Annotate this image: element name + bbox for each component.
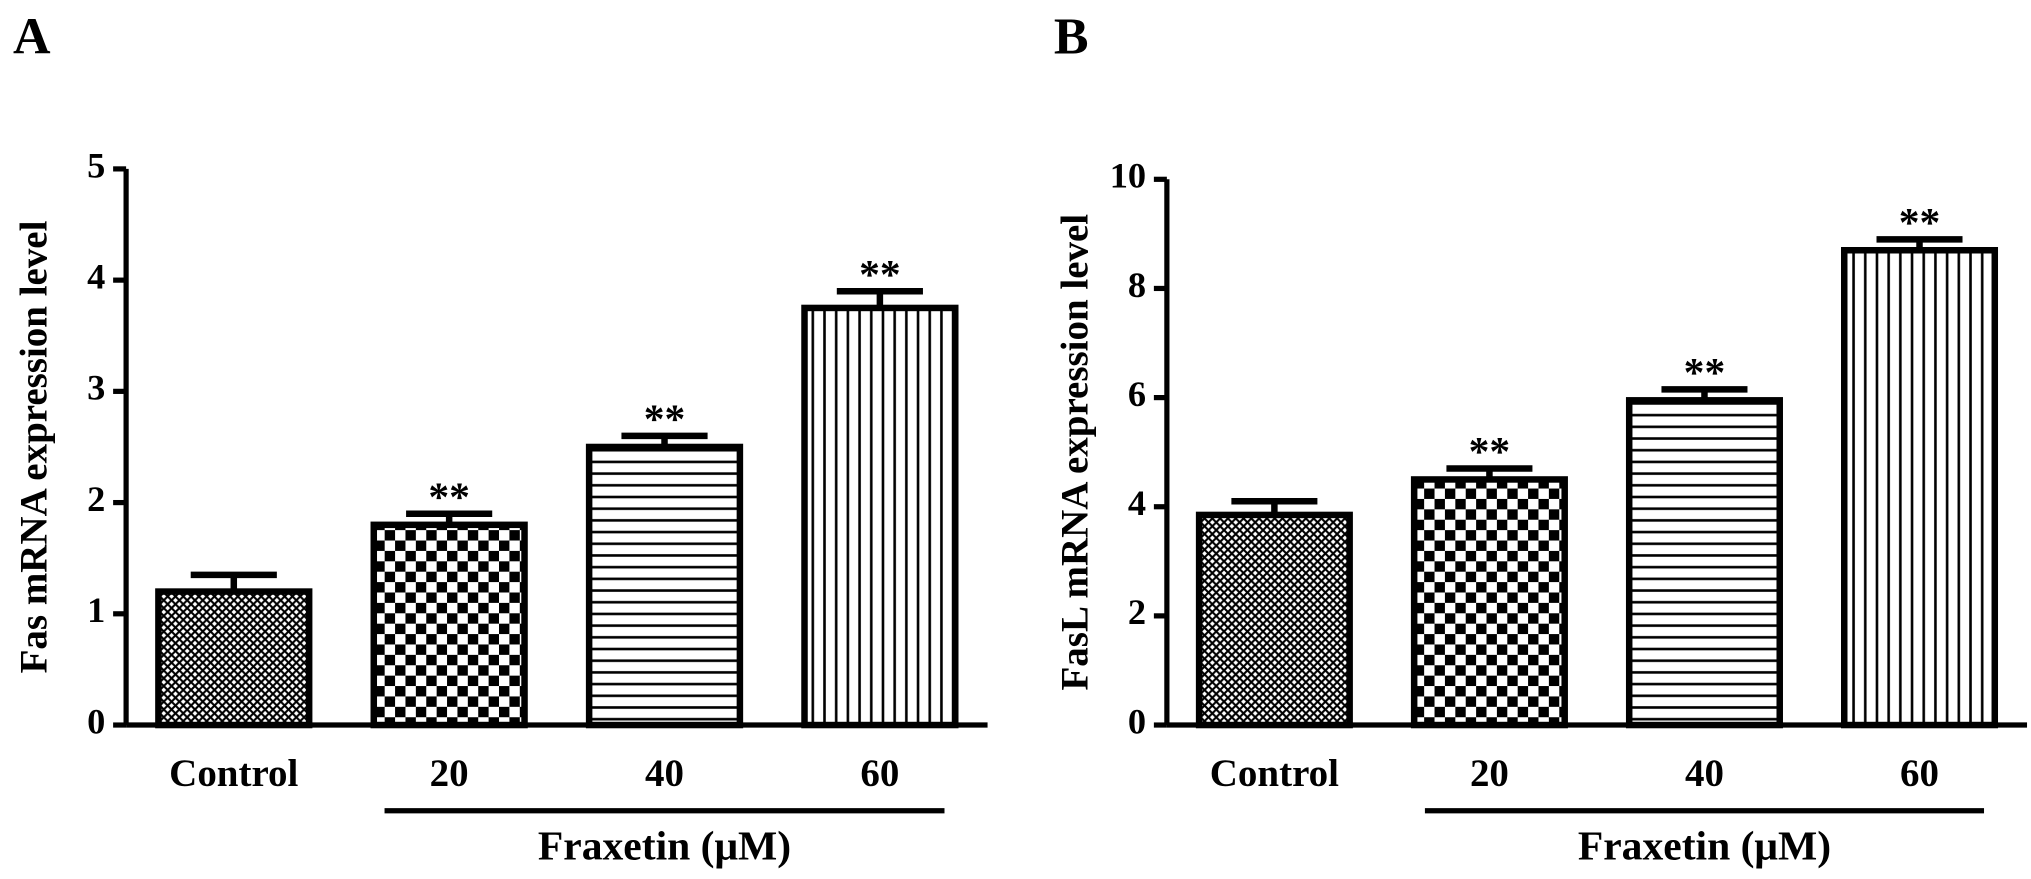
- panel-label: A: [13, 9, 51, 66]
- bar: [1410, 476, 1568, 729]
- y-tick-label: 4: [1128, 483, 1146, 523]
- significance-label: **: [859, 251, 901, 297]
- y-tick-label: 2: [1128, 592, 1146, 632]
- x-tick-label: 40: [1685, 752, 1724, 795]
- x-tick-label: 20: [430, 752, 469, 795]
- panel-label: B: [1054, 9, 1089, 66]
- error-bar: [1231, 498, 1318, 515]
- bar: [1840, 247, 1999, 729]
- significance-label: **: [1899, 199, 1941, 245]
- significance-label: **: [428, 473, 470, 519]
- bar: [155, 588, 313, 729]
- significance-label: **: [1469, 428, 1511, 474]
- significance-label: **: [1684, 349, 1726, 395]
- error-bar: [621, 432, 708, 447]
- bar: [585, 443, 744, 729]
- group-label: Fraxetin (μM): [538, 822, 791, 869]
- x-tick-label: 20: [1470, 752, 1509, 795]
- x-tick-label: Control: [1210, 752, 1339, 795]
- bar: [801, 304, 959, 729]
- error-bar: [836, 288, 923, 308]
- bar: [1195, 511, 1353, 729]
- error-bar: [190, 571, 277, 592]
- y-tick-label: 4: [87, 256, 105, 296]
- x-tick-label: 60: [1900, 752, 1939, 795]
- significance-label: **: [644, 395, 686, 441]
- y-tick-label: 3: [87, 368, 105, 408]
- y-tick-label: 1: [87, 590, 105, 630]
- bar: [370, 521, 528, 729]
- x-tick-label: 60: [860, 752, 899, 795]
- y-tick-label: 8: [1128, 265, 1146, 305]
- error-bar: [1661, 386, 1748, 401]
- y-tick-label: 2: [87, 479, 105, 519]
- bar: [1625, 397, 1783, 729]
- y-tick-label: 0: [1128, 701, 1146, 741]
- error-bar: [1446, 465, 1533, 480]
- error-bar: [406, 510, 493, 525]
- y-tick-label: 0: [87, 701, 105, 741]
- y-tick-label: 10: [1110, 156, 1146, 196]
- y-tick-label: 6: [1128, 374, 1146, 414]
- y-axis-label: FasL mRNA expression level: [1053, 214, 1096, 691]
- x-tick-label: 40: [645, 752, 684, 795]
- y-tick-label: 5: [87, 145, 105, 185]
- error-bar: [1876, 236, 1963, 251]
- y-axis-label: Fas mRNA expression level: [13, 220, 56, 673]
- x-tick-label: Control: [169, 752, 298, 795]
- group-label: Fraxetin (μM): [1578, 822, 1831, 869]
